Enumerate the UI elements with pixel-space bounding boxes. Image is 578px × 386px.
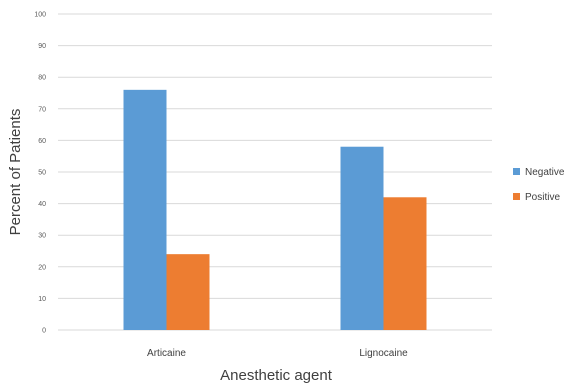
x-tick-label: Lignocaine <box>359 348 408 359</box>
bar-positive-articaine <box>166 254 210 330</box>
bar-negative-articaine <box>123 89 167 330</box>
legend-swatch-negative <box>513 168 520 175</box>
bar-negative-lignocaine <box>340 146 384 330</box>
legend: Negative Positive <box>513 167 565 203</box>
legend-label-negative: Negative <box>525 167 565 178</box>
legend-swatch-positive <box>513 193 520 200</box>
y-tick-labels: 0 10 20 30 40 50 60 70 80 90 100 <box>34 12 46 335</box>
y-tick-label: 100 <box>34 12 46 19</box>
y-tick-label: 40 <box>38 201 46 208</box>
y-axis-title: Percent of Patients <box>7 109 24 236</box>
y-tick-label: 10 <box>38 296 46 303</box>
bar-positive-lignocaine <box>383 197 427 330</box>
y-tick-label: 80 <box>38 75 46 82</box>
y-tick-label: 70 <box>38 106 46 113</box>
y-tick-label: 50 <box>38 170 46 177</box>
y-tick-label: 20 <box>38 264 46 271</box>
x-tick-label: Articaine <box>147 348 186 359</box>
y-tick-label: 0 <box>42 328 46 335</box>
category-labels: Articaine Lignocaine <box>147 348 408 359</box>
y-tick-label: 60 <box>38 138 46 145</box>
x-axis-title: Anesthetic agent <box>220 367 333 384</box>
legend-label-positive: Positive <box>525 192 560 203</box>
y-tick-label: 30 <box>38 233 46 240</box>
bars <box>123 89 427 330</box>
y-tick-label: 90 <box>38 43 46 50</box>
gridlines <box>58 13 492 331</box>
